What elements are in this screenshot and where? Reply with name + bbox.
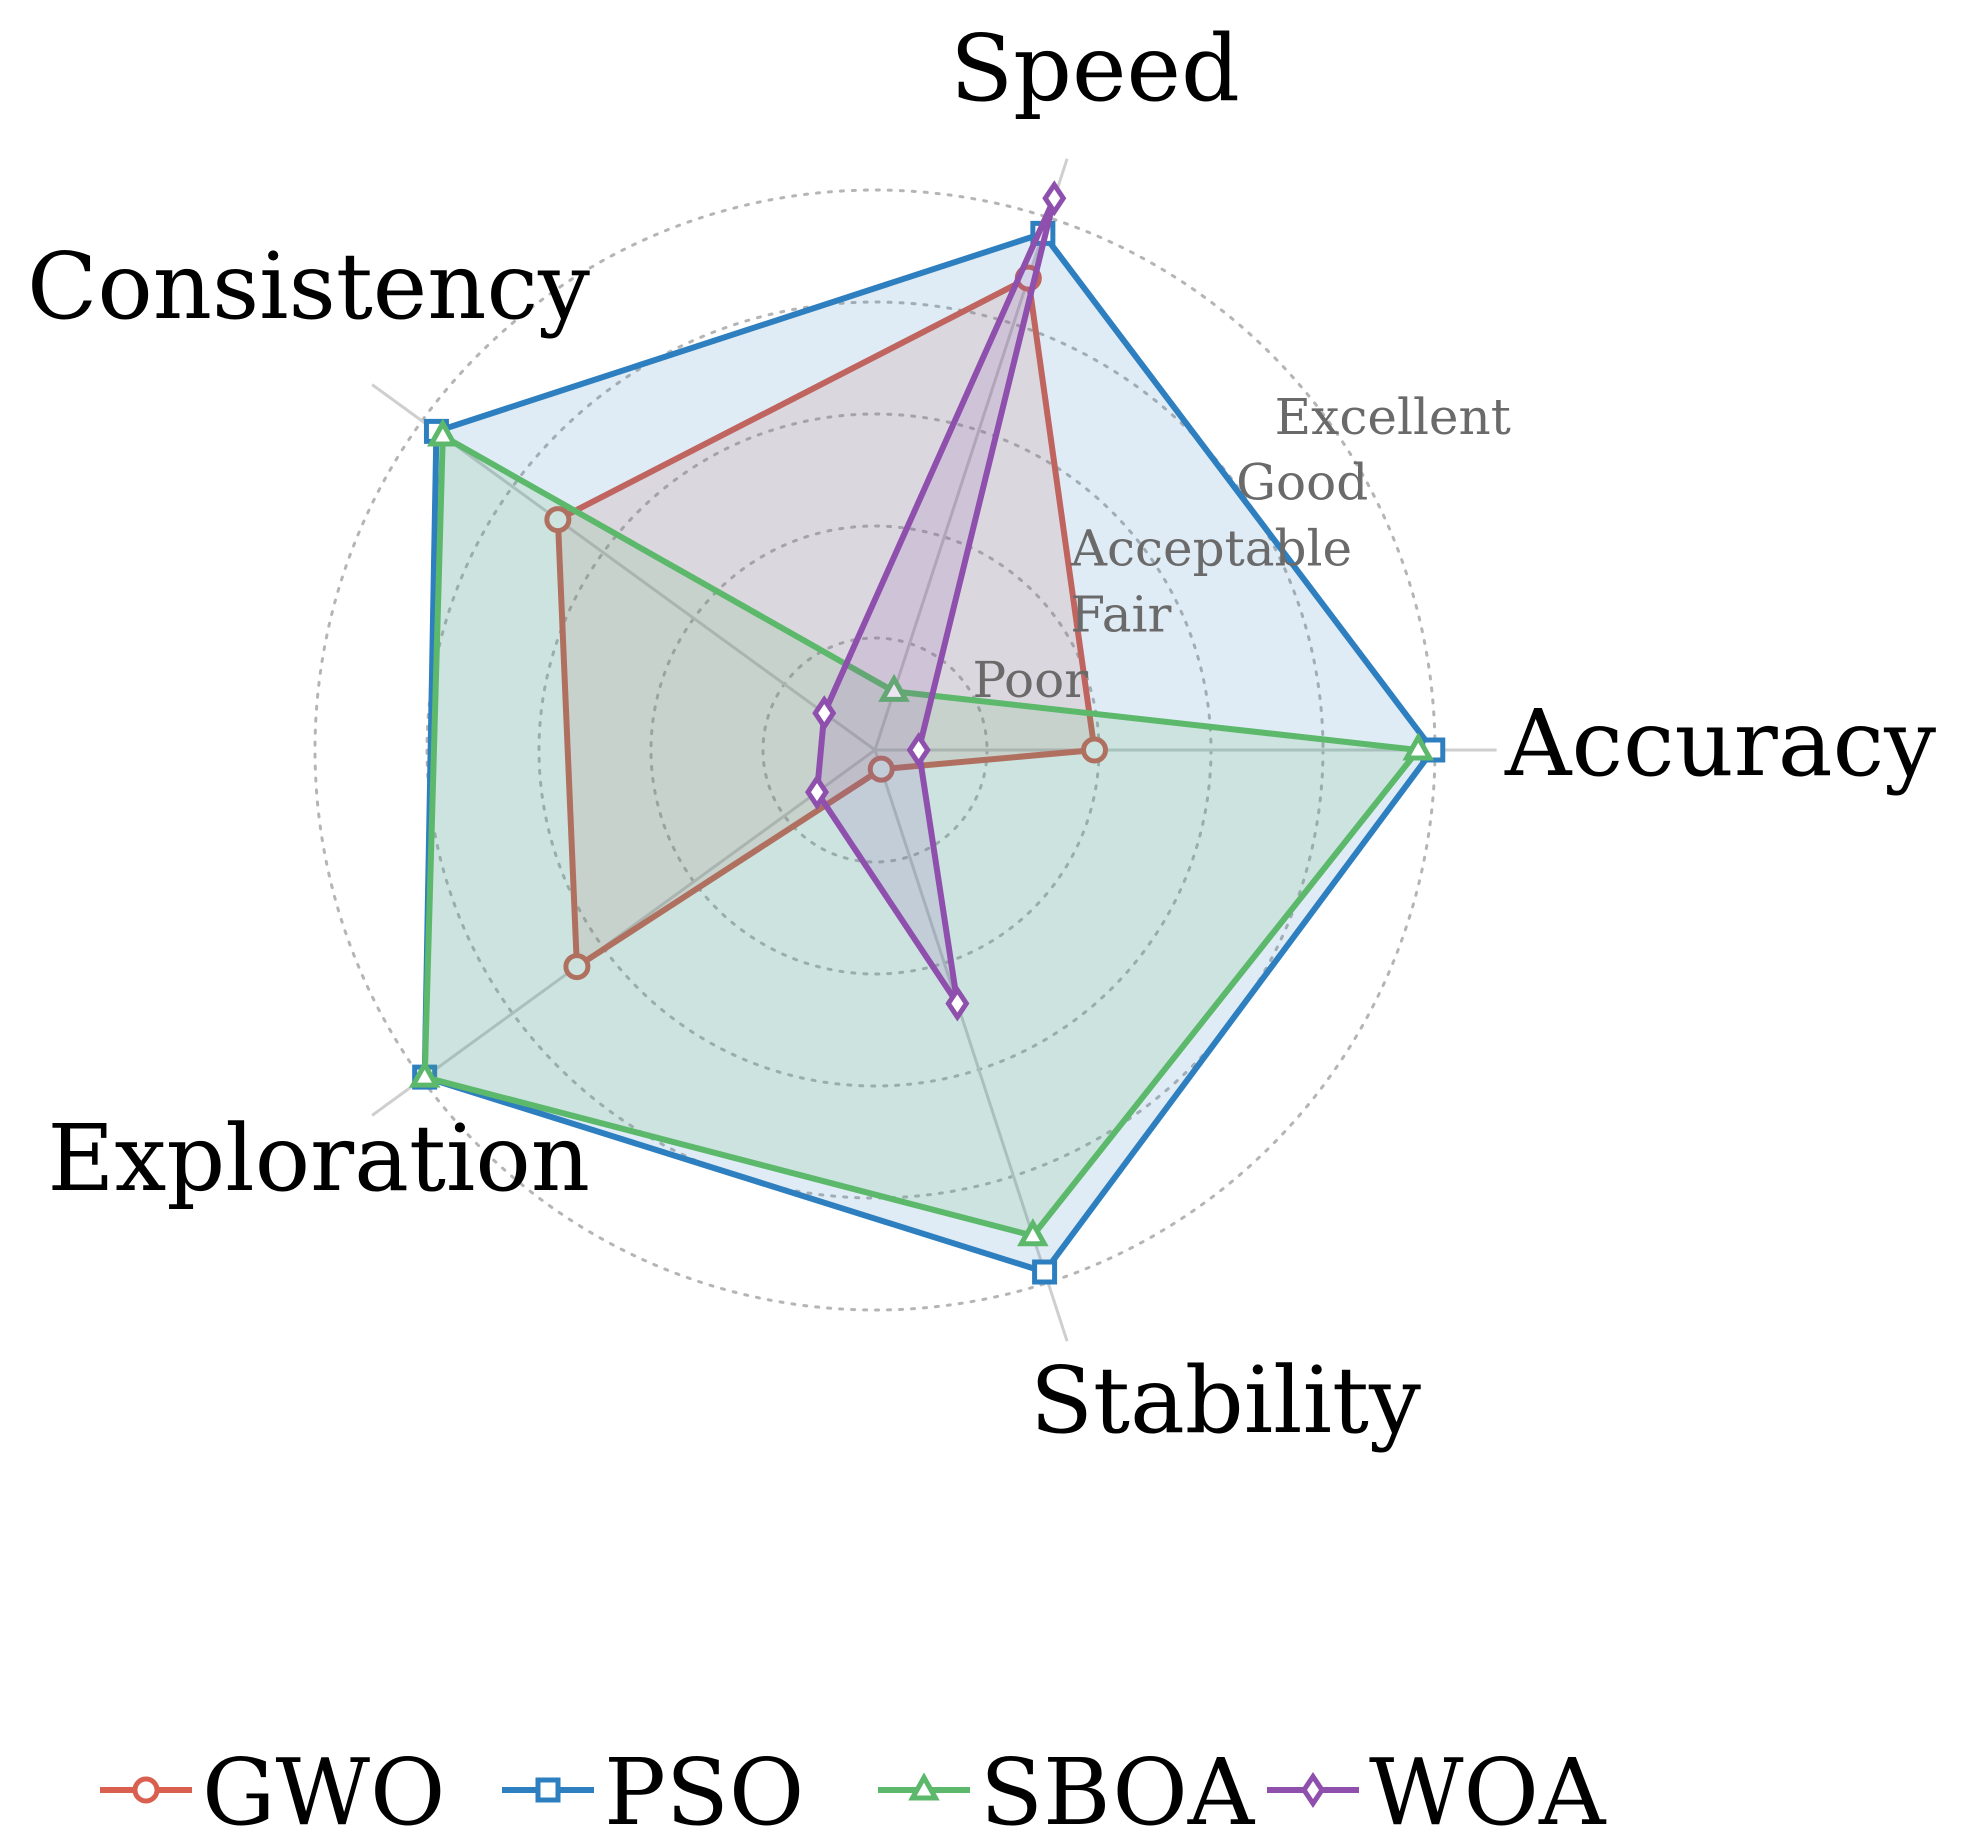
point-woa-speed: [1042, 180, 1067, 217]
axis-label-exploration: Exploration: [47, 1105, 590, 1212]
axis-label-consistency: Consistency: [27, 233, 590, 340]
level-label-fair: Fair: [1070, 585, 1171, 643]
point-sboa-exploration: [408, 1059, 441, 1088]
point-sboa-stability: [1017, 1218, 1049, 1247]
point-sboa-speed: [878, 673, 910, 702]
series-sboa: [408, 418, 1434, 1247]
level-labels: Poor Fair Acceptable Good Excellent: [972, 388, 1510, 709]
point-gwo-stability: [867, 755, 895, 783]
spoke-speed: [873, 158, 1069, 751]
point-woa-exploration: [805, 774, 830, 811]
legend-label-woa: WOA: [1369, 1739, 1607, 1845]
legend-label-gwo: GWO: [202, 1739, 445, 1845]
legend-label-pso: PSO: [604, 1739, 804, 1845]
legend: GWO PSO SBOA WOA: [100, 1739, 1607, 1845]
legend-marker-sboa: [908, 1772, 940, 1801]
point-pso-stability: [1032, 1259, 1058, 1285]
axis-label-accuracy: Accuracy: [1504, 690, 1936, 797]
legend-item-sboa: SBOA: [878, 1739, 1256, 1845]
axis-labels: Speed Accuracy Stability Exploration Consist…: [27, 15, 1936, 1454]
legend-marker-woa: [1300, 1771, 1326, 1809]
legend-marker-pso: [535, 1777, 561, 1803]
point-gwo-exploration: [563, 953, 591, 981]
legend-item-gwo: GWO: [100, 1739, 445, 1845]
level-label-poor: Poor: [972, 651, 1088, 709]
series-polygon-gwo: [554, 273, 1098, 972]
legend-item-pso: PSO: [502, 1739, 804, 1845]
series-polygon-sboa: [421, 430, 1424, 1240]
series-polygon-woa: [813, 196, 1058, 1006]
series-woa: [805, 180, 1067, 1022]
point-gwo-accuracy: [1081, 736, 1109, 764]
point-woa-consistency: [812, 695, 837, 732]
axis-label-speed: Speed: [950, 15, 1240, 122]
point-sboa-consistency: [427, 418, 459, 447]
point-gwo-consistency: [544, 506, 572, 534]
series-layer: [408, 180, 1446, 1285]
point-woa-stability: [945, 985, 970, 1022]
legend-label-sboa: SBOA: [980, 1739, 1256, 1845]
level-label-excellent: Excellent: [1275, 388, 1511, 446]
legend-item-woa: WOA: [1267, 1739, 1607, 1845]
spoke-exploration: [371, 748, 876, 1117]
level-label-good: Good: [1236, 454, 1368, 512]
legend-marker-gwo: [132, 1776, 160, 1804]
point-sboa-accuracy: [1402, 732, 1434, 761]
point-woa-accuracy: [906, 731, 931, 769]
axis-label-stability: Stability: [1030, 1347, 1421, 1454]
level-label-acceptable: Acceptable: [1070, 519, 1352, 577]
